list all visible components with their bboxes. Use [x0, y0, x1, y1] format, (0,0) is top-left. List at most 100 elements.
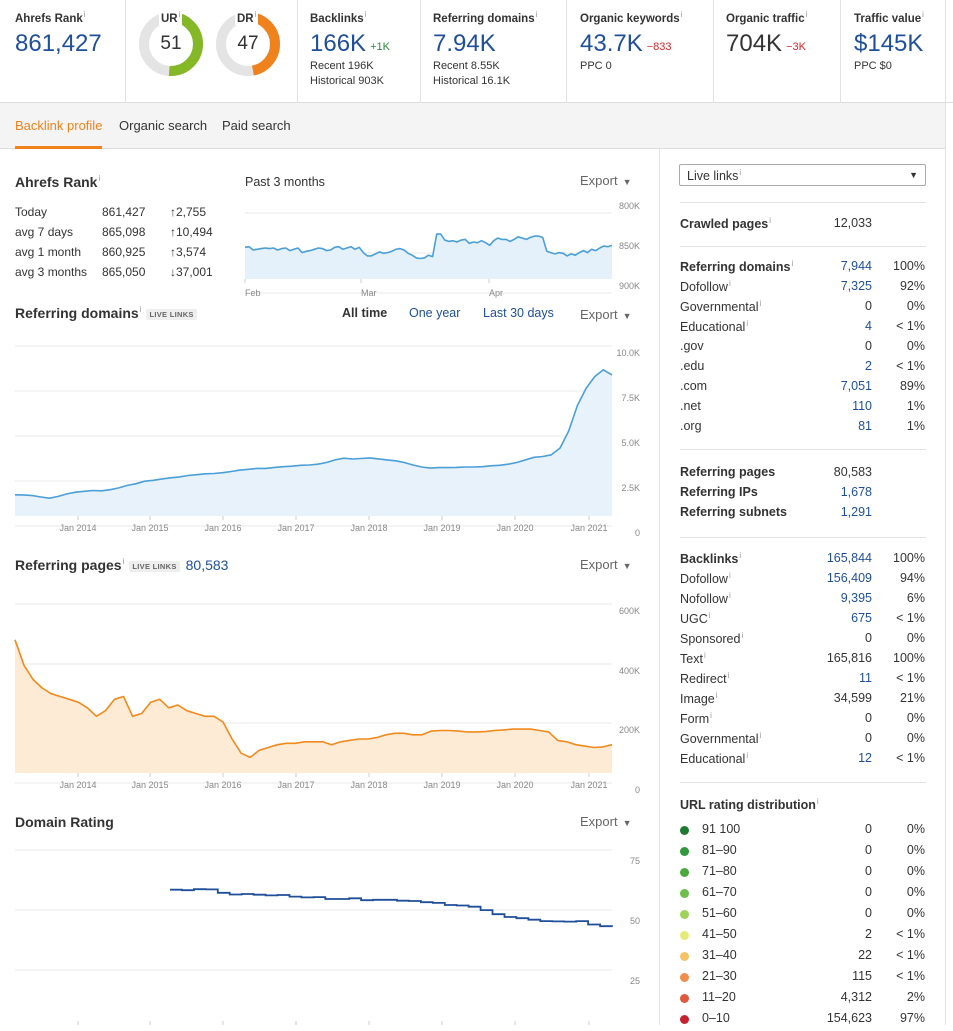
metric-value: $145K [854, 29, 924, 57]
metric-label: Backlinks [310, 12, 364, 25]
info-icon[interactable]: i [922, 10, 924, 19]
info-icon[interactable]: i [746, 319, 749, 328]
divider [297, 0, 298, 103]
tab-backlink-profile[interactable]: Backlink profile [15, 118, 103, 133]
y-tick-label: 10.0K [616, 348, 640, 358]
stat-value[interactable]: 156,409 [826, 571, 872, 585]
metric-traffic-value[interactable]: Traffic valuei $145K PPC $0 [854, 10, 924, 72]
stat-value[interactable]: 7,325 [840, 279, 872, 293]
x-tick-label: Feb [245, 288, 261, 298]
x-tick-label: Jan 2018 [350, 780, 387, 790]
stat-row: Imagei 34,599 21% [680, 691, 926, 711]
period-last-30-days[interactable]: Last 30 days [483, 306, 554, 320]
export-button[interactable]: Export ▼ [580, 814, 632, 829]
stat-label: Referring domains [680, 260, 791, 275]
metric-backlinks[interactable]: Backlinksi 166K +1K Recent 196K Historica… [310, 10, 390, 87]
stat-label: Governmental [680, 732, 759, 747]
info-icon[interactable]: i [805, 10, 808, 19]
metric-organic-traffic[interactable]: Organic traffici 704K −3K [726, 10, 807, 58]
stat-value[interactable]: 110 [852, 399, 872, 413]
rank-row-value: 865,098 [102, 225, 146, 239]
stat-value[interactable]: 1,291 [840, 505, 872, 519]
info-icon[interactable]: i [703, 651, 706, 660]
rank-chart[interactable]: 800K 850K 900K Feb Mar Apr [0, 195, 655, 305]
export-button[interactable]: Export ▼ [580, 557, 632, 572]
metric-historical: Historical 16.1K [433, 74, 511, 87]
stat-label: 71–80 [702, 864, 737, 878]
info-icon[interactable]: i [178, 10, 181, 19]
stat-value[interactable]: 7,051 [840, 379, 872, 393]
info-icon[interactable]: i [728, 279, 731, 288]
stat-row: 91 100 0 0% [680, 822, 926, 842]
rating-dot-icon [680, 952, 689, 961]
period-all-time[interactable]: All time [342, 306, 388, 320]
stat-value[interactable]: 165,844 [826, 551, 872, 565]
dr-gauge[interactable]: DRi 47 [215, 8, 283, 78]
tab-organic-search[interactable]: Organic search [119, 118, 208, 133]
info-icon[interactable]: i [254, 10, 257, 19]
live-links-dropdown[interactable]: Live linksi ▼ [679, 164, 926, 186]
info-icon[interactable]: i [680, 10, 683, 19]
x-tick-label: Jan 2018 [350, 523, 387, 533]
info-icon[interactable]: i [741, 631, 744, 640]
stat-value[interactable]: 675 [851, 611, 872, 625]
period-one-year[interactable]: One year [409, 306, 461, 320]
info-icon[interactable]: i [759, 299, 762, 308]
stat-percent: 97% [899, 1011, 925, 1025]
info-icon[interactable]: i [708, 611, 711, 620]
info-icon[interactable]: i [728, 591, 731, 600]
metric-referring-domains[interactable]: Referring domainsi 7.94K Recent 8.55K Hi… [433, 10, 537, 87]
info-icon[interactable]: i [816, 797, 819, 806]
tab-paid-search[interactable]: Paid search [222, 118, 291, 133]
info-icon[interactable]: i [364, 10, 367, 19]
domain-rating-chart[interactable]: 25 50 75 [0, 845, 655, 1025]
info-icon[interactable]: i [710, 711, 712, 720]
stat-row: .org 81 1% [680, 419, 926, 439]
stat-value[interactable]: 12 [858, 751, 872, 765]
caret-down-icon: ▼ [909, 170, 918, 180]
stat-value[interactable]: 9,395 [840, 591, 872, 605]
info-icon[interactable]: i [746, 751, 749, 760]
stat-value[interactable]: 11 [859, 671, 872, 685]
stat-value: 0 [865, 864, 872, 878]
metric-value: 7.94K [433, 29, 496, 57]
ur-gauge[interactable]: URi 51 [138, 8, 206, 78]
stat-value: 154,623 [826, 1011, 872, 1025]
stat-value: 22 [858, 948, 872, 962]
x-tick-label: Jan 2015 [131, 780, 168, 790]
info-icon[interactable]: i [83, 10, 86, 19]
referring-domains-chart[interactable]: 0 2.5K 5.0K 7.5K 10.0K Jan 2014 Jan 2015 Jan 20… [0, 335, 655, 540]
export-button[interactable]: Export ▼ [580, 307, 632, 322]
stat-value[interactable]: 2 [865, 359, 872, 373]
info-icon[interactable]: i [535, 10, 538, 19]
referring-pages-count[interactable]: 80,583 [185, 557, 229, 573]
series-line [244, 233, 613, 260]
y-tick-label: 200K [619, 725, 640, 735]
stat-row: 21–30 115 < 1% [680, 969, 926, 989]
stat-label: Educational [680, 320, 746, 335]
series-area [15, 639, 612, 773]
info-icon[interactable]: i [739, 551, 742, 560]
stat-value[interactable]: 81 [858, 419, 872, 433]
info-icon[interactable]: i [98, 174, 101, 184]
stat-row: Formi 0 0% [680, 711, 926, 731]
stat-label: Nofollow [680, 592, 728, 607]
stat-value[interactable]: 7,944 [840, 259, 872, 273]
metric-ahrefs-rank[interactable]: Ahrefs Ranki 861,427 [15, 10, 102, 58]
info-icon[interactable]: i [715, 691, 718, 700]
info-icon[interactable]: i [791, 259, 794, 268]
export-button[interactable]: Export ▼ [580, 173, 632, 188]
info-icon[interactable]: i [759, 731, 762, 740]
metric-organic-keywords[interactable]: Organic keywordsi 43.7K −833 PPC 0 [580, 10, 683, 72]
stat-value[interactable]: 1,678 [840, 485, 872, 499]
referring-pages-chart[interactable]: 0 200K 400K 600K Jan 2014 Jan 2015 Jan 2016 Jan… [0, 592, 655, 797]
info-icon[interactable]: i [139, 305, 142, 315]
stat-row: 31–40 22 < 1% [680, 948, 926, 968]
rank-row-value: 860,925 [102, 245, 146, 259]
info-icon[interactable]: i [769, 216, 772, 225]
info-icon[interactable]: i [122, 557, 125, 567]
info-icon[interactable]: i [727, 671, 730, 680]
stat-label: .com [680, 379, 708, 393]
stat-value[interactable]: 4 [865, 319, 872, 333]
info-icon[interactable]: i [728, 571, 731, 580]
